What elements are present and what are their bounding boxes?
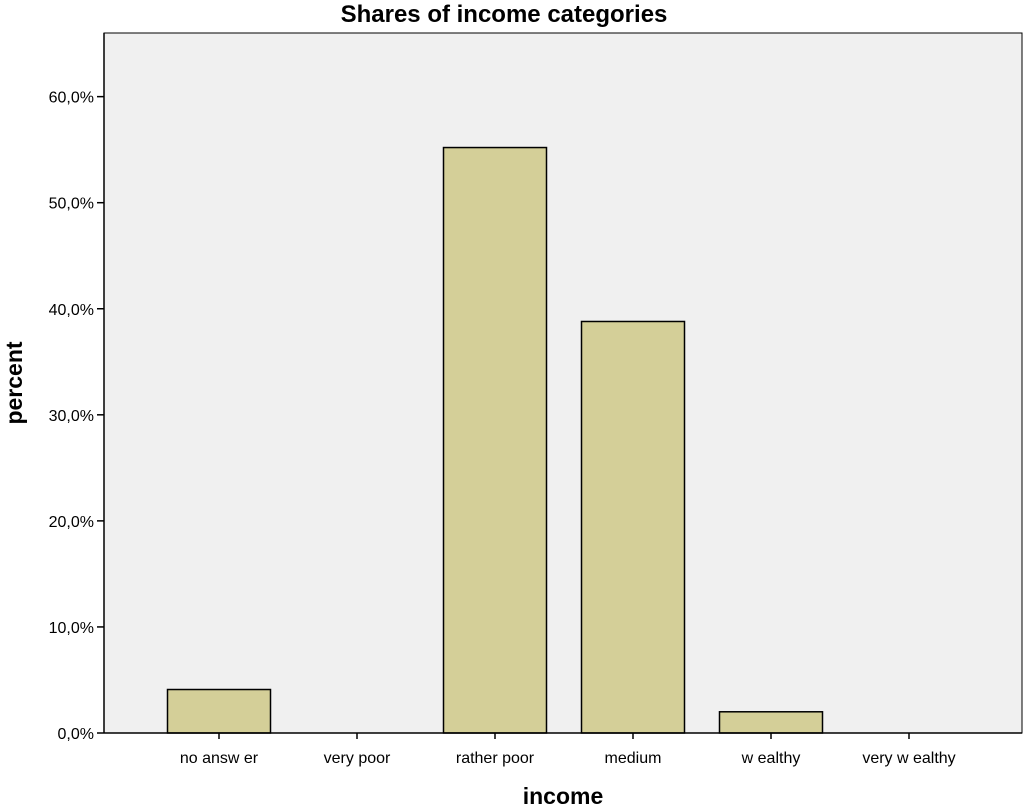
y-axis-ticks: 0,0% 10,0% 20,0% 30,0% 40,0% 50,0% 60,0% (49, 90, 104, 743)
chart-title: Shares of income categories (341, 1, 668, 28)
bar-2 (442, 146, 548, 734)
y-tick-label: 50,0% (49, 196, 94, 213)
x-tick-label: very w ealthy (862, 750, 955, 767)
bar-3 (580, 320, 686, 734)
bar-series (166, 146, 824, 734)
x-tick-label: w ealthy (741, 750, 801, 767)
axes (103, 33, 1022, 734)
x-tick-label: very poor (324, 750, 391, 767)
plot-area (103, 32, 1023, 734)
y-tick-label: 0,0% (58, 726, 94, 743)
y-tick-label: 10,0% (49, 620, 94, 637)
y-tick-label: 40,0% (49, 302, 94, 319)
bar-0 (166, 688, 272, 734)
y-tick-label: 30,0% (49, 408, 94, 425)
x-axis-title: income (523, 783, 604, 809)
y-tick-label: 20,0% (49, 514, 94, 531)
y-tick-label: 60,0% (49, 90, 94, 107)
x-tick-label: medium (605, 750, 662, 767)
x-tick-label: rather poor (456, 750, 535, 767)
x-tick-label: no answ er (180, 750, 259, 767)
x-axis-ticks: no answ er very poor rather poor medium w ea… (180, 733, 956, 767)
y-axis-title: percent (1, 341, 27, 424)
bar-4 (718, 711, 824, 734)
